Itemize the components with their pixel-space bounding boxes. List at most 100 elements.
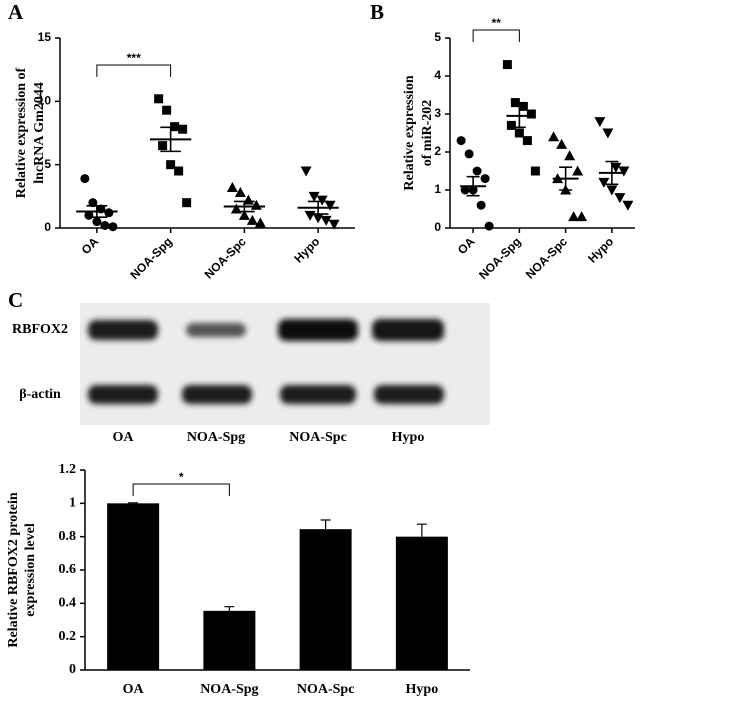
- point: [166, 160, 176, 170]
- point: [324, 200, 336, 211]
- point: [598, 177, 610, 188]
- significance-label: ***: [127, 51, 141, 65]
- x-tick-label: NOA-Spg: [476, 234, 524, 282]
- point: [104, 208, 114, 218]
- blot-bands: [88, 319, 444, 404]
- y-tick-label: 3: [434, 106, 441, 120]
- x-tick-label: NOA-Spg: [127, 234, 175, 282]
- point: [460, 185, 470, 195]
- point: [472, 166, 482, 176]
- y-axis-label: Relative RBFOX2 protein: [6, 492, 21, 647]
- bar: [203, 610, 256, 670]
- y-tick-label: 10: [38, 94, 52, 108]
- point: [464, 149, 474, 159]
- band: [182, 385, 252, 404]
- band: [372, 319, 444, 341]
- point: [158, 141, 168, 151]
- x-tick-label: OA: [79, 234, 102, 257]
- bar: [107, 503, 160, 670]
- x-tick-label: NOA-Spc: [202, 234, 249, 281]
- bar: [395, 536, 448, 670]
- error-bar: [224, 606, 235, 611]
- error-bar: [128, 502, 139, 504]
- point: [576, 211, 588, 222]
- sem-bar: [86, 205, 108, 219]
- y-tick-label: 0.4: [59, 596, 77, 611]
- error-bar: [320, 519, 331, 530]
- point: [480, 174, 490, 184]
- y-axis-label: lncRNA Gm2044: [32, 82, 47, 184]
- point: [514, 128, 524, 138]
- y-tick-label: 1: [434, 182, 441, 196]
- blot-row-label: RBFOX2: [12, 322, 68, 337]
- point: [328, 219, 340, 230]
- band: [280, 385, 356, 404]
- y-tick-label: 4: [434, 68, 441, 82]
- point: [506, 120, 516, 130]
- significance-bracket: [472, 29, 520, 42]
- band: [88, 320, 158, 340]
- point: [614, 193, 626, 204]
- point: [108, 222, 118, 232]
- x-tick-label: OA: [455, 234, 478, 257]
- panel-label: B: [370, 0, 384, 24]
- point: [530, 166, 540, 176]
- y-axis-label: Relative expression: [402, 75, 417, 190]
- sem-bar: [160, 126, 181, 153]
- error-bar: [416, 523, 427, 537]
- y-tick-label: 0.8: [59, 529, 77, 544]
- y-tick-label: 0.6: [59, 562, 77, 577]
- significance-bracket: [132, 483, 230, 496]
- x-tick-label: NOA-Spc: [523, 234, 570, 281]
- point: [556, 138, 568, 149]
- point: [300, 166, 312, 177]
- x-tick-label: Hypo: [291, 234, 322, 265]
- sem-bar: [605, 160, 619, 186]
- significance-bracket: [96, 64, 172, 77]
- bar: [299, 529, 352, 670]
- x-tick-label: NOA-Spg: [200, 682, 258, 697]
- point: [456, 136, 466, 146]
- significance-label: *: [179, 470, 184, 484]
- sem-bar: [512, 103, 526, 129]
- point: [254, 217, 266, 228]
- point: [234, 187, 246, 198]
- sem-bar: [559, 166, 573, 191]
- point: [526, 109, 536, 119]
- point: [606, 185, 618, 196]
- x-tick-label: Hypo: [406, 682, 439, 697]
- point: [618, 166, 630, 177]
- y-tick-label: 1.2: [59, 462, 77, 477]
- y-tick-label: 0: [434, 220, 441, 234]
- point: [226, 181, 238, 192]
- band: [88, 385, 158, 404]
- y-tick-label: 15: [38, 30, 52, 44]
- point: [568, 211, 580, 222]
- point: [238, 209, 250, 220]
- point: [476, 200, 486, 210]
- point: [178, 124, 188, 134]
- y-axis-label: Relative expression of: [14, 67, 29, 198]
- blot-lane-label: Hypo: [392, 430, 425, 445]
- point: [92, 217, 102, 227]
- point: [548, 131, 560, 142]
- point: [304, 210, 316, 221]
- point: [162, 105, 172, 115]
- point: [80, 174, 90, 184]
- blot-lane-label: NOA-Spg: [187, 430, 245, 445]
- y-axis-label: of miR-202: [420, 100, 435, 167]
- blot-lane-label: NOA-Spc: [289, 430, 347, 445]
- blot-lane-label: OA: [113, 430, 135, 445]
- y-axis-label: expression level: [23, 523, 38, 617]
- point: [154, 94, 164, 104]
- significance-label: **: [492, 16, 502, 30]
- point: [522, 136, 532, 146]
- y-tick-label: 2: [434, 144, 441, 158]
- point: [320, 215, 332, 226]
- point: [484, 221, 494, 231]
- y-tick-label: 5: [434, 30, 441, 44]
- sem-bar: [466, 175, 480, 197]
- point: [602, 128, 614, 139]
- x-tick-label: OA: [123, 682, 145, 697]
